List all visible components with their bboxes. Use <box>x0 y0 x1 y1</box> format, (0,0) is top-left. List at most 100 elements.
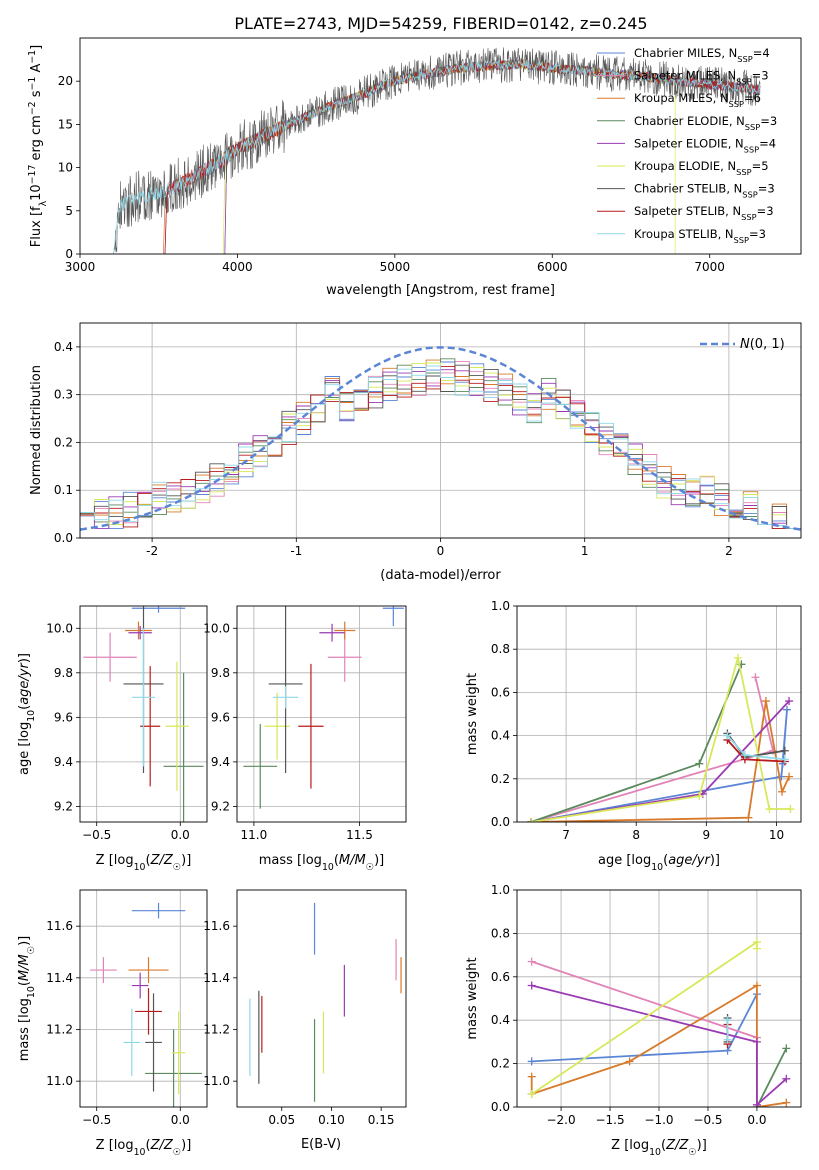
y-tick-label: 9.2 <box>211 799 230 813</box>
y-tick-label: 9.2 <box>54 799 73 813</box>
plot-area <box>527 653 795 822</box>
y-tick-label: 9.8 <box>211 666 230 680</box>
y-tick-label: 11.6 <box>203 919 230 933</box>
axes-frame <box>516 605 802 823</box>
y-tick-label: 0.1 <box>54 483 73 497</box>
mass-weight-line-chabrier_miles <box>531 993 758 1063</box>
y-tick-label: 0.4 <box>491 1013 510 1027</box>
axes-frame <box>79 889 208 1108</box>
y-tick-label: 9.4 <box>211 755 230 769</box>
y-tick-label: 0.2 <box>54 435 73 449</box>
mass-weight-marker-salpeter_elodie <box>752 1100 761 1107</box>
y-axis-label: Normed distribution <box>29 365 44 495</box>
mass-weight-marker-chabrier_miles <box>527 1057 536 1066</box>
mass-weight-marker-kroupa_stelib <box>723 1035 732 1044</box>
mass-weight-marker-kroupa_miles <box>752 981 761 990</box>
x-tick-label: 5000 <box>380 260 411 274</box>
mass_vs_Z-axes: −0.5 0.0 11.0 11.2 11.4 11.6 Z [log10(Z/Z☉)] ma… <box>17 889 208 1158</box>
x-tick-label: 6000 <box>537 260 568 274</box>
y-axis-label: Flux [fλ10−17 erg cm−2 s−1 A−1] <box>27 45 49 247</box>
mass-weight-marker-salpeter_elodie <box>527 981 536 990</box>
y-tick-label: 9.6 <box>54 710 73 724</box>
mass-weight-line-salpeter_elodie <box>531 984 787 1106</box>
mass-weight-marker-kroupa_elodie <box>786 805 795 814</box>
mass-weight-marker-kroupa_stelib <box>780 755 789 764</box>
age_vs_Z-axes: −0.5 0.0 9.2 9.4 9.6 9.8 10.0 Z [log10(Z/Z☉)] ag… <box>17 605 208 873</box>
y-tick-label: 11.0 <box>203 1074 230 1088</box>
mass-weight-marker-kroupa_miles <box>761 697 770 706</box>
y-tick-label: 15 <box>58 117 73 131</box>
y-tick-label: 10.0 <box>46 621 73 635</box>
histogram-salpeter_stelib <box>80 366 801 538</box>
x-axis-label: Z [log10(Z/Z☉)] <box>96 853 192 873</box>
x-tick-label: 8 <box>632 828 640 842</box>
spectrum-line-kroupa_stelib <box>112 59 761 254</box>
y-tick-label: 9.6 <box>211 710 230 724</box>
x-axis-label: age [log10(age/yr)] <box>598 853 720 873</box>
y-tick-label: 0.4 <box>491 729 510 743</box>
mass-weight-line-salpeter_miles <box>531 960 758 1039</box>
x-tick-label: 0.05 <box>268 1113 295 1127</box>
x-axis-label: mass [log10(M/M☉)] <box>259 853 385 873</box>
mass-weight-marker-kroupa_elodie <box>695 792 704 801</box>
y-tick-label: 0.0 <box>491 1100 510 1114</box>
y-axis-label: age [log10(age/yr)] <box>17 653 37 775</box>
mass-weight-line-chabrier_miles <box>530 708 788 822</box>
y-tick-label: 1.0 <box>491 883 510 897</box>
mass-weight-marker-salpeter_elodie <box>752 1037 761 1046</box>
y-tick-label: 11.2 <box>203 1023 230 1037</box>
legend-label-kroupa_miles: Kroupa MILES, NSSP=6 <box>634 91 761 109</box>
x-tick-label: 1 <box>581 544 589 558</box>
plot-area <box>83 606 204 822</box>
mass-weight-marker-kroupa_elodie <box>527 818 536 822</box>
y-tick-label: 10 <box>58 161 73 175</box>
y-axis-label: mass weight <box>465 957 480 1039</box>
histogram-kroupa_elodie <box>80 362 801 538</box>
plot-area <box>112 47 761 254</box>
mass-weight-marker-kroupa_elodie <box>752 944 761 953</box>
mass-weight-marker-chabrier_elodie <box>695 759 704 768</box>
mass-weight-marker-kroupa_stelib <box>740 751 749 760</box>
y-tick-label: 0.3 <box>54 388 73 402</box>
x-tick-label: 4000 <box>222 260 253 274</box>
mass-weight-marker-kroupa_elodie <box>765 805 774 814</box>
x-axis-label: (data-model)/error <box>380 568 501 583</box>
x-tick-label: −2.0 <box>546 1113 575 1127</box>
mass_vs_EBV-axes: 0.05 0.10 0.15 11.0 11.2 11.4 11.6 <box>203 889 407 1127</box>
mass-weight-marker-salpeter_miles <box>751 673 760 682</box>
legend-label-kroupa_stelib: Kroupa STELIB, NSSP=3 <box>634 227 766 245</box>
y-axis-label: mass [log10(M/M☉)] <box>17 936 37 1062</box>
legend-label-chabrier_elodie: Chabrier ELODIE, NSSP=3 <box>634 114 777 132</box>
x-axis-label: Z [log10(Z/Z☉)] <box>96 1138 192 1158</box>
y-tick-label: 0.8 <box>491 642 510 656</box>
x-tick-label: 0.15 <box>368 1113 395 1127</box>
y-tick-label: 0 <box>65 247 73 261</box>
x-tick-label: 10 <box>769 828 784 842</box>
legend-label-chabrier_stelib: Chabrier STELIB, NSSP=3 <box>634 182 775 200</box>
y-tick-label: 9.4 <box>54 755 73 769</box>
spectrum-line-chabrier_stelib <box>112 47 761 254</box>
mass-weight-marker-salpeter_miles <box>527 957 536 966</box>
x-tick-label: 7000 <box>694 260 725 274</box>
x-tick-label: 7 <box>562 828 570 842</box>
residuals-axes: -2 -1 0 1 2 0.0 0.1 0.2 0.3 0.4 (data-model)/error… <box>29 322 802 583</box>
mass-weight-marker-kroupa_miles <box>785 772 794 781</box>
mass_weight_vs_age-axes: 7 8 9 10 0.0 0.2 0.4 0.6 0.8 1.0 age [log10(age/yr… <box>465 599 802 873</box>
x-tick-label: 0.0 <box>171 1113 190 1127</box>
spectrum-axes: 3000 4000 5000 6000 7000 0 5 10 15 20 wavelength [… <box>27 37 802 298</box>
mass-weight-marker-kroupa_miles <box>778 787 787 796</box>
x-tick-label: -1 <box>290 544 302 558</box>
x-tick-label: −0.5 <box>82 1113 111 1127</box>
x-tick-label: −1.5 <box>595 1113 624 1127</box>
axes-frame <box>236 605 407 823</box>
mass-weight-line-kroupa_elodie <box>531 941 758 1095</box>
y-tick-label: 11.2 <box>46 1023 73 1037</box>
y-tick-label: 11.0 <box>46 1074 73 1088</box>
legend-label-chabrier_miles: Chabrier MILES, NSSP=4 <box>634 46 770 64</box>
x-tick-label: 2 <box>725 544 733 558</box>
mass-weight-marker-salpeter_elodie <box>782 1074 791 1083</box>
y-tick-label: 20 <box>58 74 73 88</box>
y-tick-label: 0.6 <box>491 685 510 699</box>
x-axis-label: Z [log10(Z/Z☉)] <box>611 1138 707 1158</box>
